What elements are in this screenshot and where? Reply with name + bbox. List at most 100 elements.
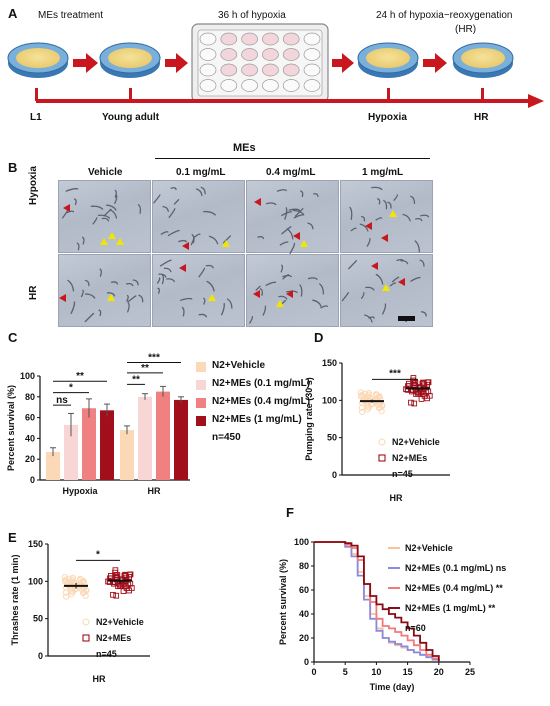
tick-label: 40 bbox=[25, 433, 35, 443]
data-point bbox=[126, 571, 133, 578]
well bbox=[303, 32, 321, 46]
worm bbox=[198, 267, 206, 278]
worm bbox=[110, 281, 119, 285]
sig-label: *** bbox=[148, 352, 160, 363]
arrowhead-marker bbox=[365, 222, 372, 230]
col-01: 0.1 mg/mL bbox=[176, 167, 226, 178]
micrograph-hypoxia-01 bbox=[152, 180, 245, 253]
legend-label: N2+Vehicle bbox=[392, 437, 440, 447]
worm bbox=[307, 222, 314, 230]
triangle-marker bbox=[222, 240, 230, 247]
micrograph-hr-1 bbox=[340, 254, 433, 327]
triangle-marker bbox=[300, 240, 308, 247]
worm bbox=[389, 282, 397, 287]
bar bbox=[82, 408, 96, 480]
well bbox=[199, 48, 217, 61]
worm bbox=[106, 204, 117, 211]
petri-dish-icon bbox=[452, 42, 514, 78]
data-point bbox=[376, 404, 383, 412]
worm bbox=[222, 235, 231, 244]
worm bbox=[103, 208, 112, 217]
micrograph-overlay bbox=[59, 186, 430, 324]
legend-label: N2+MEs (0.4 mg/mL) bbox=[212, 396, 311, 407]
y-axis-label: Percent survival (%) bbox=[6, 385, 16, 471]
data-point bbox=[411, 380, 418, 387]
legend-marker bbox=[378, 454, 386, 462]
data-point bbox=[113, 576, 120, 583]
triangle-marker bbox=[107, 294, 115, 301]
data-point bbox=[362, 399, 370, 406]
worm bbox=[157, 287, 161, 294]
arrowhead-marker bbox=[293, 232, 300, 240]
data-point bbox=[110, 591, 116, 598]
hr-paren-title: (HR) bbox=[455, 24, 477, 35]
category-label: HR bbox=[148, 486, 161, 496]
worm bbox=[376, 198, 381, 205]
worm bbox=[138, 294, 144, 303]
well bbox=[303, 48, 321, 61]
arrowhead-marker bbox=[182, 242, 189, 250]
tick-label: 0 bbox=[38, 651, 43, 661]
worm bbox=[371, 186, 383, 191]
data-point bbox=[79, 583, 86, 591]
worm bbox=[208, 235, 219, 245]
tick-label: 100 bbox=[294, 537, 309, 547]
hr-24h-title: 24 h of hypoxia−reoxygenation bbox=[376, 10, 513, 21]
legend-marker bbox=[82, 618, 90, 626]
tick-label: 60 bbox=[299, 585, 309, 595]
arrowhead-marker bbox=[179, 264, 186, 272]
worm bbox=[166, 278, 175, 283]
worm bbox=[420, 214, 430, 218]
worm bbox=[299, 284, 303, 297]
n-label: n=450 bbox=[212, 432, 241, 443]
well bbox=[199, 32, 217, 46]
panel-a-label: A bbox=[8, 6, 18, 21]
worm bbox=[280, 264, 284, 273]
tick-label: 15 bbox=[403, 667, 413, 677]
tick-label: 50 bbox=[33, 614, 43, 624]
legend-label: N2+MEs (1 mg/mL) bbox=[212, 414, 302, 425]
worm bbox=[257, 236, 264, 240]
worm bbox=[221, 302, 225, 316]
worm bbox=[80, 289, 84, 298]
tick-label: 0 bbox=[30, 475, 35, 485]
arrowhead-marker bbox=[63, 204, 70, 212]
well bbox=[220, 48, 238, 61]
worm bbox=[319, 283, 325, 295]
bar bbox=[174, 399, 188, 480]
triangle-marker bbox=[276, 300, 284, 307]
worm bbox=[65, 188, 79, 192]
legend-marker bbox=[82, 634, 90, 642]
well bbox=[262, 48, 279, 61]
petri-dish-icon bbox=[357, 42, 419, 78]
tick-label: 100 bbox=[322, 395, 337, 405]
worm bbox=[410, 195, 416, 204]
arrowhead-marker bbox=[286, 290, 293, 298]
worm bbox=[293, 214, 305, 219]
tick-label: 5 bbox=[343, 667, 348, 677]
worm bbox=[193, 233, 201, 238]
worm bbox=[161, 274, 165, 285]
data-point bbox=[80, 589, 87, 596]
data-point bbox=[424, 395, 430, 402]
col-1: 1 mg/mL bbox=[362, 167, 404, 178]
worm bbox=[160, 231, 169, 235]
worm bbox=[359, 223, 369, 232]
well bbox=[241, 79, 258, 92]
timeline-l1: L1 bbox=[30, 112, 42, 123]
worm bbox=[350, 227, 357, 232]
worm bbox=[99, 268, 102, 277]
worm bbox=[137, 204, 142, 214]
data-point bbox=[423, 389, 430, 396]
worm bbox=[170, 187, 177, 191]
worm bbox=[307, 277, 318, 280]
worm bbox=[195, 188, 203, 197]
tick-label: 80 bbox=[25, 392, 35, 402]
worm bbox=[168, 208, 176, 218]
well bbox=[282, 63, 300, 77]
sig-label: * bbox=[69, 383, 73, 394]
data-point bbox=[117, 576, 124, 583]
worm bbox=[92, 217, 98, 225]
worm bbox=[364, 314, 373, 323]
worm bbox=[173, 199, 180, 205]
